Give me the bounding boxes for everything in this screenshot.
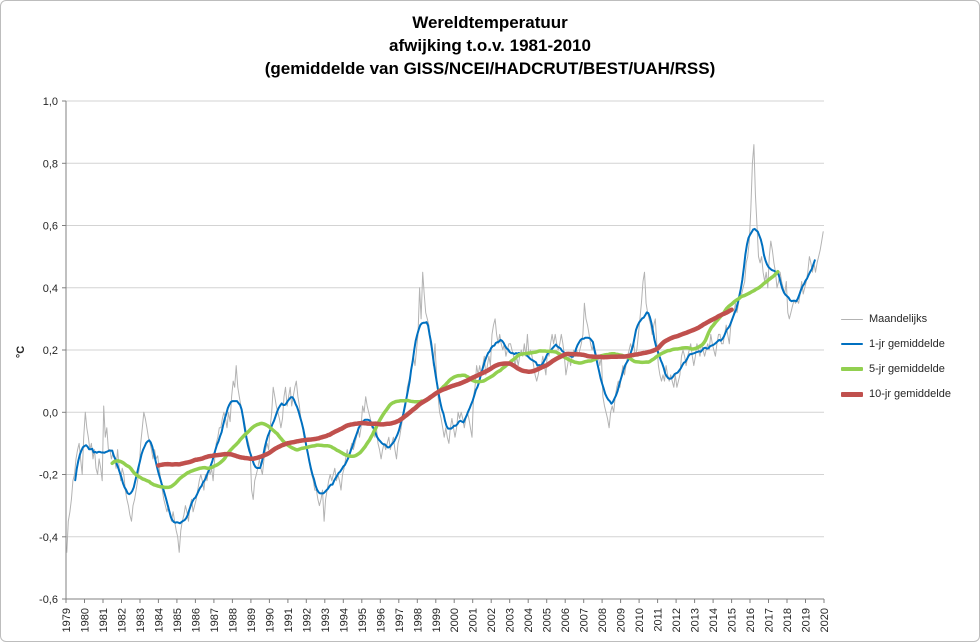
legend-item-1jr: 1-jr gemiddelde	[841, 338, 951, 350]
svg-text:2002: 2002	[486, 608, 498, 632]
chart-title-line1: Wereldtemperatuur	[412, 13, 568, 32]
svg-text:1988: 1988	[227, 608, 239, 632]
svg-text:2006: 2006	[560, 608, 572, 632]
legend-item-maandelijks: Maandelijks	[841, 313, 951, 325]
svg-text:1989: 1989	[246, 608, 258, 632]
svg-text:1992: 1992	[301, 608, 313, 632]
legend-swatch-10jr	[841, 391, 863, 397]
svg-text:2003: 2003	[505, 608, 517, 632]
svg-text:2000: 2000	[449, 608, 461, 632]
svg-text:1986: 1986	[190, 608, 202, 632]
svg-text:1998: 1998	[412, 608, 424, 632]
svg-text:1985: 1985	[172, 608, 184, 632]
svg-text:1995: 1995	[357, 608, 369, 632]
svg-text:2018: 2018	[782, 608, 794, 632]
svg-text:2017: 2017	[764, 608, 776, 632]
svg-text:0,2: 0,2	[43, 345, 58, 357]
svg-text:1,0: 1,0	[43, 96, 58, 108]
svg-text:2004: 2004	[523, 608, 535, 632]
svg-text:2001: 2001	[468, 608, 480, 632]
legend-swatch-1jr	[841, 343, 863, 345]
svg-text:2012: 2012	[671, 608, 683, 632]
svg-text:2015: 2015	[727, 608, 739, 632]
legend-label-5jr: 5-jr gemiddelde	[869, 363, 945, 375]
svg-text:1980: 1980	[80, 608, 92, 632]
svg-text:1997: 1997	[394, 608, 406, 632]
svg-text:1994: 1994	[338, 608, 350, 632]
svg-text:-0,6: -0,6	[39, 594, 58, 606]
svg-text:2011: 2011	[653, 608, 665, 632]
svg-text:2005: 2005	[542, 608, 554, 632]
svg-text:1982: 1982	[117, 608, 129, 632]
svg-text:2020: 2020	[819, 608, 831, 632]
svg-text:1991: 1991	[283, 608, 295, 632]
svg-text:-0,2: -0,2	[39, 470, 58, 482]
svg-text:1981: 1981	[98, 608, 110, 632]
chart-title-line3: (gemiddelde van GISS/NCEI/HADCRUT/BEST/U…	[264, 59, 716, 78]
svg-text:1987: 1987	[209, 608, 221, 632]
legend-swatch-maandelijks	[841, 318, 863, 320]
svg-text:2013: 2013	[690, 608, 702, 632]
chart-title: Wereldtemperatuur afwijking t.o.v. 1981-…	[1, 11, 979, 80]
svg-text:1999: 1999	[431, 608, 443, 632]
legend: Maandelijks 1-jr gemiddelde 5-jr gemidde…	[841, 313, 951, 400]
svg-text:1996: 1996	[375, 608, 387, 632]
svg-text:2019: 2019	[801, 608, 813, 632]
svg-text:1979: 1979	[61, 608, 73, 632]
legend-item-5jr: 5-jr gemiddelde	[841, 363, 951, 375]
svg-text:2009: 2009	[616, 608, 628, 632]
svg-text:1983: 1983	[135, 608, 147, 632]
svg-text:0,0: 0,0	[43, 407, 58, 419]
svg-text:2010: 2010	[634, 608, 646, 632]
svg-text:0,8: 0,8	[43, 158, 58, 170]
legend-label-maandelijks: Maandelijks	[869, 313, 928, 325]
svg-text:2014: 2014	[708, 608, 720, 632]
svg-text:-0,4: -0,4	[39, 532, 58, 544]
svg-text:0,4: 0,4	[43, 283, 58, 295]
svg-text:1993: 1993	[320, 608, 332, 632]
svg-text:0,6: 0,6	[43, 221, 58, 233]
legend-swatch-5jr	[841, 367, 863, 371]
svg-text:1984: 1984	[153, 608, 165, 632]
legend-item-10jr: 10-jr gemiddelde	[841, 388, 951, 400]
svg-text:2008: 2008	[597, 608, 609, 632]
legend-label-10jr: 10-jr gemiddelde	[869, 388, 951, 400]
chart-title-line2: afwijking t.o.v. 1981-2010	[389, 36, 591, 55]
svg-text:1990: 1990	[264, 608, 276, 632]
svg-text:2007: 2007	[579, 608, 591, 632]
legend-label-1jr: 1-jr gemiddelde	[869, 338, 945, 350]
svg-text:2016: 2016	[745, 608, 757, 632]
